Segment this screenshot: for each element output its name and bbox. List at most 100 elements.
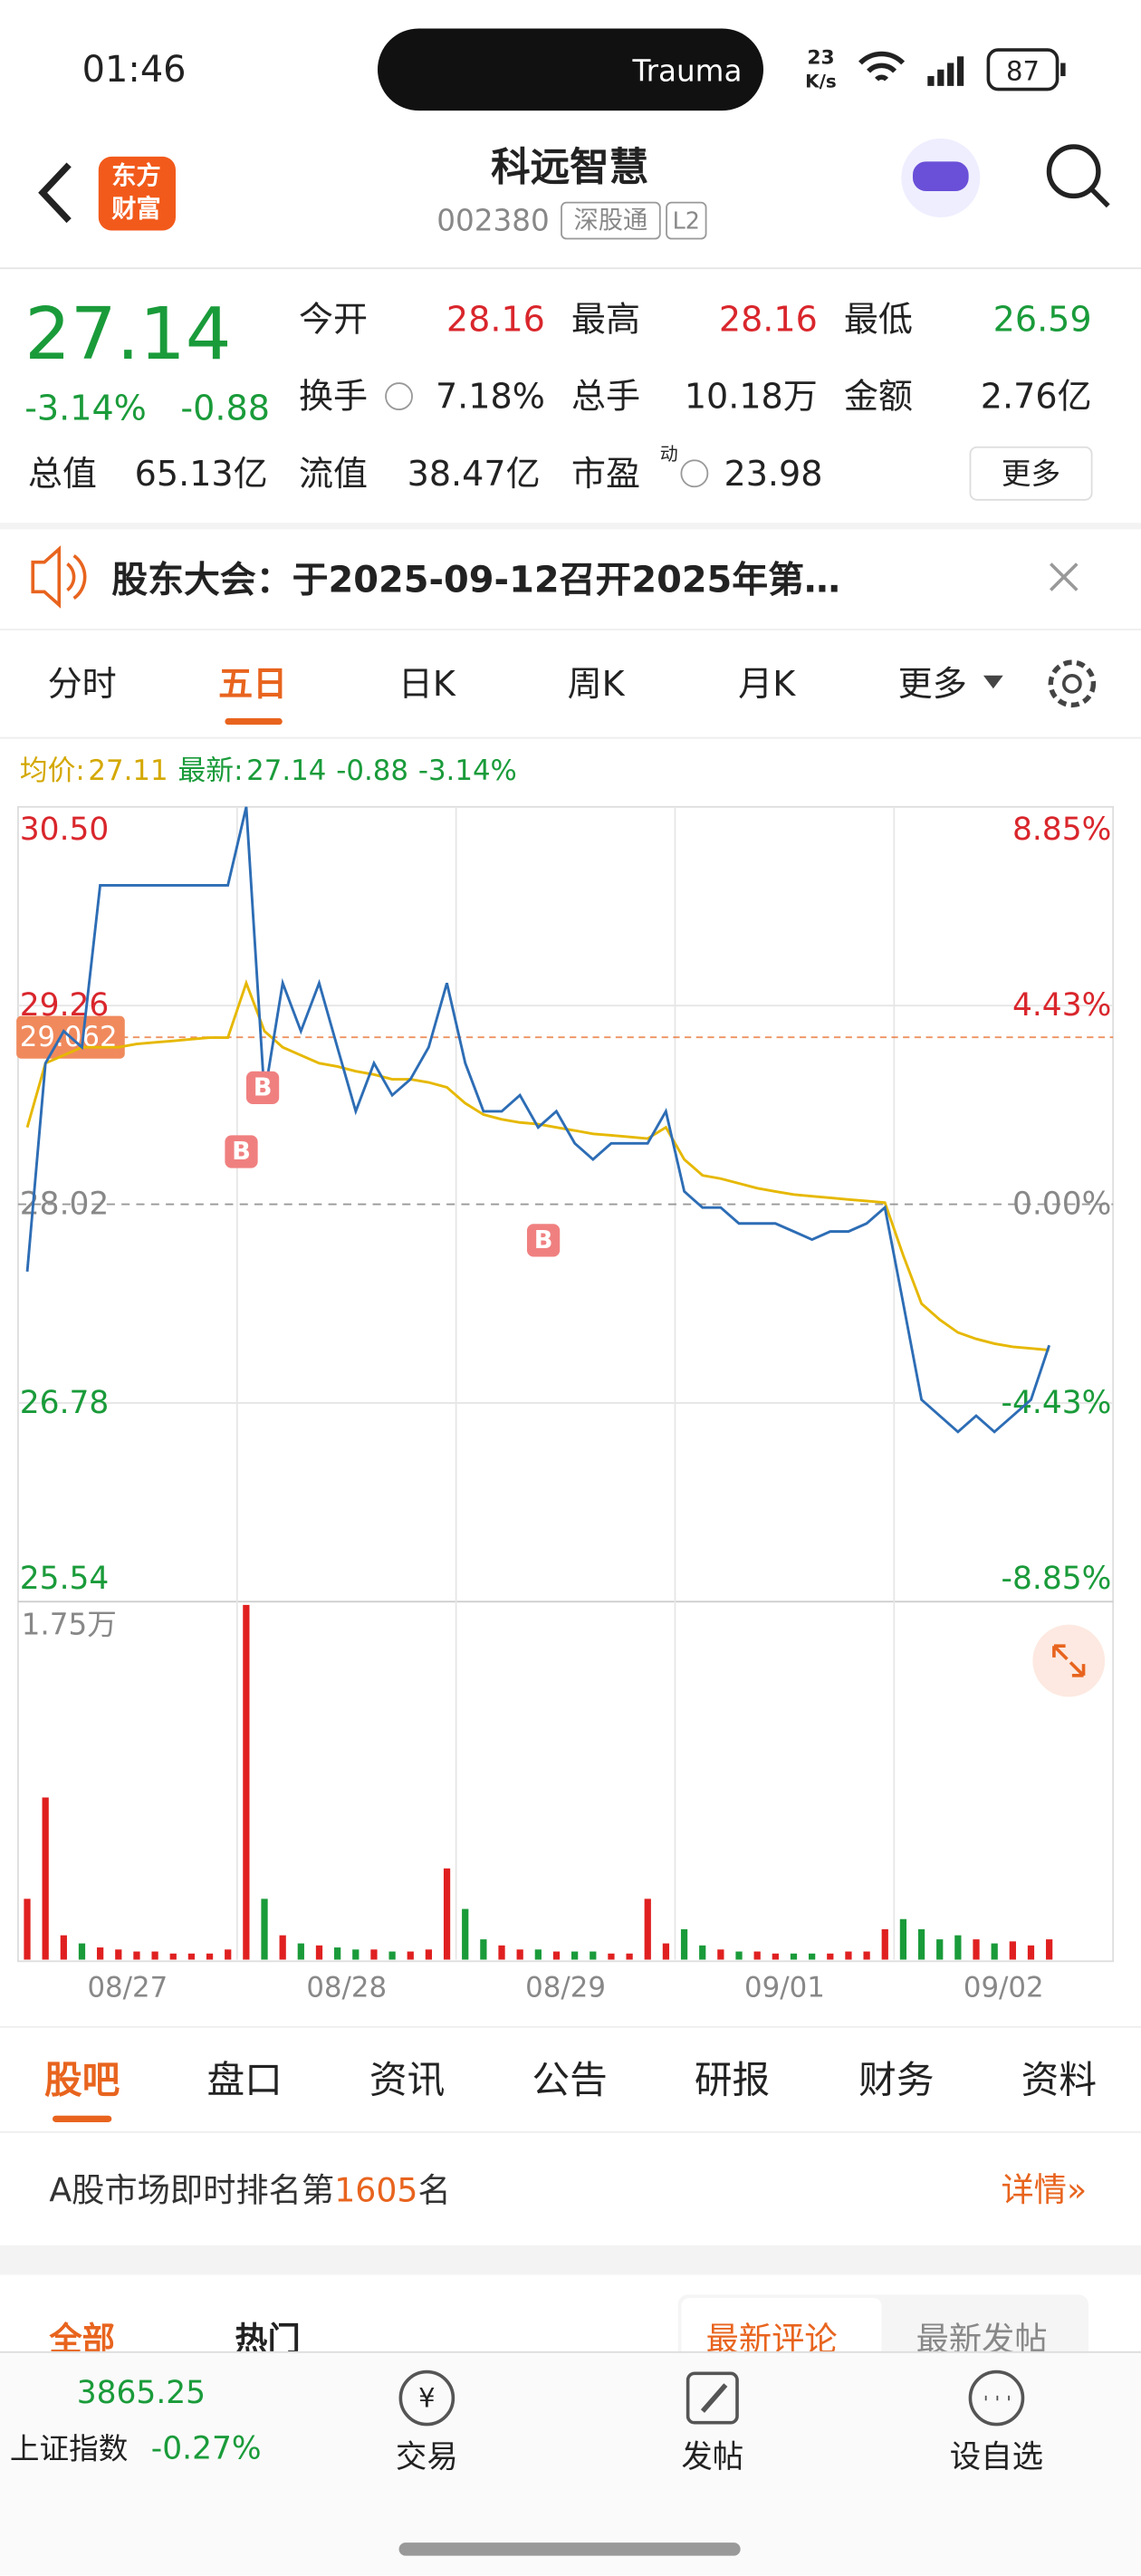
nav-item[interactable]: 设自选 [950,2439,1043,2475]
more-label: 更多 [1002,457,1060,491]
volume-bar [1046,1939,1053,1960]
section-tab[interactable]: 公告 [532,2057,607,2101]
section-tab[interactable]: 研报 [695,2057,770,2101]
search-icon[interactable] [1046,144,1101,199]
volume-bar [717,1949,724,1960]
signal-icon [927,56,964,86]
info-icon[interactable] [385,382,413,410]
section-tab[interactable]: 财务 [858,2057,934,2101]
section-underline [53,2115,112,2122]
legend-latest-label: 最新: [177,755,243,787]
trade-icon-glyph: ¥ [418,2383,435,2414]
speaker-waves [66,553,87,601]
watch-icon [968,2369,1025,2427]
chart-frame [17,805,1115,1963]
post-icon-pen [700,2383,728,2413]
field-label: 最高 [571,299,640,339]
field-label: 总值 [28,454,97,494]
volume-bar [407,1951,414,1960]
price-line [25,806,1051,1434]
volume-bar [352,1949,360,1960]
tag: L2 [673,207,700,235]
field-label: 今开 [299,299,368,339]
volume-bar [370,1949,378,1960]
field-value: 38.47亿 [408,454,541,494]
settings-icon[interactable] [1048,659,1097,708]
volume-bar [735,1951,743,1960]
info-icon[interactable] [680,459,709,488]
buy-marker: B [232,1138,251,1166]
net-speed: 23 [807,47,834,70]
field-value: 65.13亿 [135,454,268,494]
buy-marker-bg [225,1135,258,1168]
volume-bar [790,1953,798,1960]
media-pill [377,28,764,111]
volume-bar [151,1951,158,1960]
expand-icon [1052,1644,1086,1677]
volume-bar [954,1935,962,1960]
volume-bar [42,1797,49,1960]
volume-bar [133,1951,140,1960]
volume-bar [590,1951,597,1960]
y2-tick-label: 4.43% [1012,987,1111,1024]
period-tab-active[interactable]: 五日 [218,664,287,704]
y2-tick-label: -8.85% [1002,1561,1112,1597]
wifi-icon [858,51,906,82]
volume-tick-label: 1.75万 [22,1608,117,1642]
x-tick-label: 08/27 [87,1971,168,2004]
section-tab[interactable]: 资料 [1021,2057,1097,2101]
volume-bar [772,1953,779,1960]
period-tab[interactable]: 更多 [898,664,967,704]
change: -0.88 [180,388,269,428]
volume-bar [462,1908,469,1960]
period-tab[interactable]: 分时 [48,664,117,704]
field-value: 28.16 [446,299,545,339]
logo-text: 财富 [111,194,160,223]
ranking-detail[interactable]: 详情» [1001,2170,1087,2209]
legend-change: -0.88 [336,755,408,787]
legend-latest: 27.14 [246,755,326,787]
volume-bar [845,1951,852,1960]
volume-bar [680,1928,688,1960]
volume-bar [809,1953,816,1960]
notice-text[interactable]: 股东大会：于2025-09-12召开2025年第… [111,560,840,601]
close-notice[interactable] [1050,562,1079,591]
avg-line [25,979,1050,1351]
nav-item[interactable]: 发帖 [681,2439,743,2475]
field-label: 流值 [299,454,368,494]
field-value: 2.76亿 [981,377,1092,417]
y2-tick-label: -4.43% [1002,1385,1112,1421]
section-tab[interactable]: 资讯 [369,2057,445,2101]
expand-button[interactable] [1032,1624,1106,1697]
volume-bar [936,1939,944,1960]
period-tab[interactable]: 日K [398,664,456,704]
volume-bar [261,1898,268,1960]
field-value: 7.18% [436,377,545,417]
volume-bar [827,1953,834,1960]
volume-bar [334,1947,341,1960]
x-tick-label: 09/01 [744,1971,825,2004]
x-tick-label: 09/02 [964,1971,1044,2004]
legend-pct: -3.14% [418,755,517,787]
volume-bar [991,1943,998,1960]
volume-bar [753,1951,761,1960]
period-tab[interactable]: 周K [568,664,626,704]
index-value[interactable]: 3865.25 [77,2375,206,2411]
section-tab[interactable]: 盘口 [206,2057,282,2101]
more-button[interactable] [969,446,1093,501]
volume-bar [315,1945,323,1960]
nav-item[interactable]: 交易 [396,2439,458,2475]
back-button[interactable] [38,162,72,224]
volume-bar [206,1953,214,1960]
volume-bar [881,1928,888,1960]
volume-bar [516,1949,523,1960]
period-tab[interactable]: 月K [738,664,796,704]
index-name[interactable]: 上证指数 [10,2432,128,2466]
volume-bar [279,1935,286,1960]
volume-bar [97,1947,104,1960]
buy-marker-bg [245,1071,280,1104]
chart-legend: 均价: 27.11 最新: 27.14 -0.88 -3.14% [20,755,517,787]
section-tab-active[interactable]: 股吧 [44,2057,120,2101]
volume-bar [644,1898,651,1960]
volume-bar [115,1949,122,1960]
